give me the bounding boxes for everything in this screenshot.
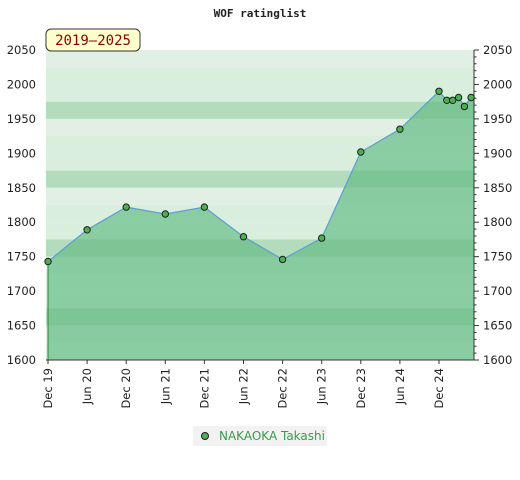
y-tick-label-left: 1950 bbox=[7, 112, 36, 126]
x-tick-label: Jun 20 bbox=[80, 368, 94, 405]
y-tick-label-left: 2050 bbox=[7, 43, 36, 57]
data-point bbox=[460, 102, 469, 111]
x-tick-label: Dec 22 bbox=[276, 368, 290, 409]
data-point bbox=[278, 255, 287, 264]
legend: NAKAOKA Takashi bbox=[193, 426, 327, 446]
background-band bbox=[46, 118, 474, 137]
data-point bbox=[239, 233, 248, 241]
data-point bbox=[449, 96, 457, 105]
area-band bbox=[46, 101, 474, 119]
area-band bbox=[46, 170, 474, 188]
y-tick-label-right: 1700 bbox=[483, 284, 512, 298]
legend-marker bbox=[201, 432, 209, 440]
y-tick-label-left: 1650 bbox=[7, 319, 36, 333]
background-band bbox=[46, 84, 474, 102]
y-tick-label-left: 1850 bbox=[7, 181, 36, 195]
y-minor-ticks bbox=[474, 56, 477, 354]
x-tick-label: Jun 21 bbox=[158, 368, 172, 405]
y-tick-label-left: 1800 bbox=[7, 215, 36, 229]
period-badge-box bbox=[45, 28, 141, 52]
x-tick-label: Dec 19 bbox=[41, 368, 55, 409]
data-point bbox=[44, 257, 52, 266]
data-point bbox=[122, 203, 130, 211]
area-band bbox=[46, 118, 474, 137]
legend-label: NAKAOKA Takashi bbox=[219, 429, 325, 443]
data-point bbox=[357, 148, 365, 156]
y-axis-left: 1600 1650 1700 1750 1800 1850 1900 1950 2000 2050 bbox=[7, 43, 36, 367]
y-tick-label-left: 1900 bbox=[7, 146, 36, 160]
x-tick-label: Dec 23 bbox=[354, 368, 368, 409]
chart-title: WOF ratinglist bbox=[214, 7, 307, 20]
y-tick-label-right: 1950 bbox=[483, 112, 512, 126]
y-tick-label-right: 1650 bbox=[483, 319, 512, 333]
y-tick-label-right: 1600 bbox=[483, 353, 512, 367]
x-tick-label: Jun 23 bbox=[315, 368, 329, 405]
x-tick-label: Dec 21 bbox=[197, 368, 211, 409]
y-tick-label-right: 2000 bbox=[483, 77, 512, 91]
data-point bbox=[454, 93, 463, 102]
y-tick-label-right: 2050 bbox=[483, 43, 512, 57]
y-tick-label-right: 1800 bbox=[483, 215, 512, 229]
area-band bbox=[46, 50, 474, 68]
area-band bbox=[46, 187, 474, 205]
period-badge-label: 2019–2025 bbox=[55, 33, 131, 49]
data-point bbox=[435, 87, 443, 96]
x-tick-label: Dec 24 bbox=[432, 368, 446, 409]
rating-area bbox=[48, 91, 474, 360]
background-band bbox=[46, 101, 474, 119]
data-point bbox=[467, 93, 475, 102]
data-point bbox=[200, 203, 209, 211]
x-tick-label: Jun 22 bbox=[237, 368, 251, 405]
area-band bbox=[46, 239, 474, 257]
y-tick-label-left: 1600 bbox=[7, 353, 36, 367]
y-tick-label-right: 1850 bbox=[483, 181, 512, 195]
data-point bbox=[318, 234, 326, 242]
y-axis-right: 1600 1650 1700 1750 1800 1850 1900 1950 2000 2050 bbox=[474, 43, 512, 367]
y-tick-label-left: 1750 bbox=[7, 250, 36, 264]
x-tick-label: Jun 24 bbox=[393, 368, 407, 405]
background-band bbox=[46, 67, 474, 85]
area-band bbox=[46, 256, 474, 274]
data-point bbox=[83, 226, 91, 234]
data-markers bbox=[44, 87, 475, 266]
background-band bbox=[46, 50, 474, 68]
area-band bbox=[46, 308, 474, 326]
x-tick-label: Dec 20 bbox=[119, 368, 133, 409]
data-point bbox=[161, 210, 170, 218]
legend-box bbox=[193, 426, 327, 446]
y-tick-label-left: 1700 bbox=[7, 284, 36, 298]
period-badge: 2019–2025 bbox=[45, 28, 141, 52]
x-axis: Dec 19 Jun 20 Dec 20 Jun 21 Dec 21 Jun 22 Dec … bbox=[41, 360, 446, 409]
y-tick-label-left: 2000 bbox=[7, 77, 36, 91]
data-point bbox=[396, 125, 404, 133]
y-tick-label-right: 1900 bbox=[483, 146, 512, 160]
y-tick-label-right: 1750 bbox=[483, 250, 512, 264]
area-layer bbox=[46, 50, 474, 360]
area-band bbox=[46, 325, 474, 343]
